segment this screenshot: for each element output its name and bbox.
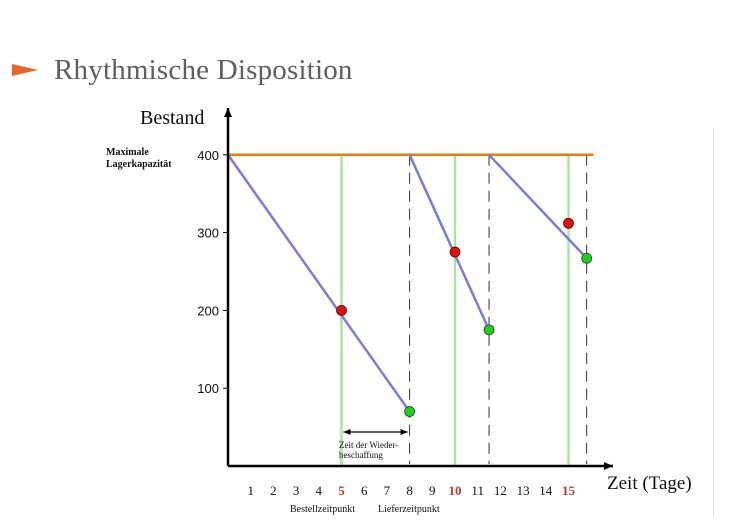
delivery-point (483, 324, 495, 336)
max-capacity-label-line2: Lagerkapazität (106, 159, 172, 170)
x-tick-label: 14 (539, 483, 553, 498)
delivery-point (581, 252, 593, 264)
x-tick-label: 15 (562, 483, 576, 498)
x-tick-label: 5 (338, 483, 345, 498)
y-tick-label: 200 (197, 303, 219, 318)
x-tick-label: 1 (247, 483, 254, 498)
y-axis-label: Bestand (140, 107, 204, 129)
x-tick-label: 4 (316, 483, 323, 498)
delivery-time-label: Lieferzeitpunkt (378, 504, 440, 515)
x-tick-label: 3 (293, 483, 300, 498)
inventory-line-segment (226, 154, 411, 413)
chart-frame-border (713, 128, 714, 516)
x-tick-label: 6 (361, 483, 368, 498)
x-tick-label: 10 (449, 483, 462, 498)
order-point (563, 217, 574, 229)
inventory-line-segment (488, 153, 588, 260)
title-arrow-icon (12, 64, 38, 76)
order-point (449, 246, 461, 258)
replenishment-label-line2: beschaffung (339, 450, 383, 460)
x-tick-label: 12 (494, 483, 507, 498)
x-tick-label: 7 (384, 483, 391, 498)
order-point (336, 304, 347, 316)
y-tick-label: 300 (197, 226, 219, 241)
delivery-point (404, 406, 416, 417)
x-tick-label: 2 (270, 483, 277, 498)
slide-title-row: Rhythmische Disposition (12, 50, 353, 90)
max-capacity-label-line1: Maximale (106, 147, 149, 158)
replenishment-label-line1: Zeit der Wieder- (339, 440, 398, 450)
y-tick-label: 400 (197, 148, 219, 163)
x-tick-label: 9 (429, 483, 436, 498)
x-tick-label: 11 (471, 483, 484, 498)
x-tick-label: 8 (406, 483, 413, 498)
y-tick-label: 100 (197, 381, 219, 396)
slide-title: Rhythmische Disposition (54, 53, 353, 86)
x-tick-label: 13 (517, 483, 530, 498)
inventory-line-segment (408, 154, 491, 331)
order-time-label: Bestellzeitpunkt (290, 504, 355, 515)
x-axis-label: Zeit (Tage) (607, 473, 692, 494)
